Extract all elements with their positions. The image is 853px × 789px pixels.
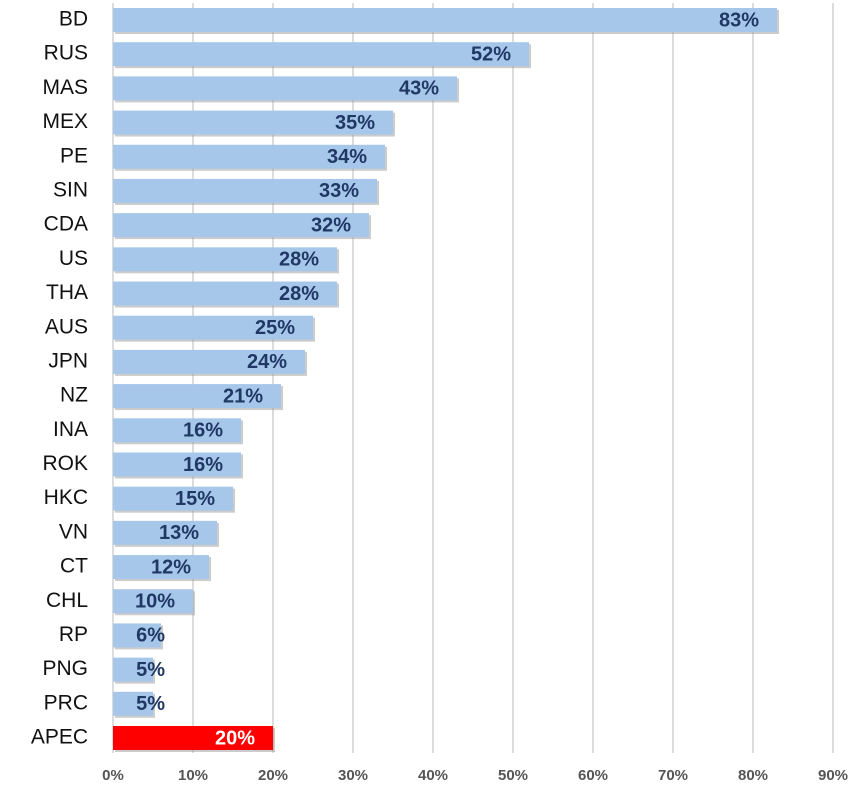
x-tick-label: 10%: [178, 767, 208, 784]
value-label: 5%: [136, 693, 165, 715]
x-tick-label: 20%: [258, 767, 288, 784]
category-label: SIN: [53, 178, 88, 201]
bar: [113, 110, 393, 135]
value-label: 28%: [279, 283, 319, 305]
category-label: BD: [59, 8, 88, 31]
value-label: 35%: [335, 112, 375, 134]
category-label: MEX: [42, 110, 88, 133]
category-label: APEC: [31, 726, 88, 749]
category-label: HKC: [44, 486, 88, 509]
category-label: THA: [46, 281, 88, 304]
bar: [113, 691, 153, 716]
value-label: 10%: [135, 591, 175, 613]
category-label: US: [59, 247, 88, 270]
category-label: MAS: [42, 76, 88, 99]
value-label: 16%: [183, 454, 223, 476]
x-tick-label: 30%: [338, 767, 368, 784]
value-label: 12%: [151, 556, 191, 578]
value-label: 52%: [471, 43, 511, 65]
bar: [113, 657, 153, 682]
bar: [113, 349, 305, 374]
bar: [113, 520, 217, 545]
category-label: RUS: [44, 42, 88, 65]
bar: [113, 418, 241, 443]
bar: [113, 8, 777, 32]
category-label: CT: [60, 555, 88, 578]
value-label: 20%: [215, 727, 255, 749]
category-label: PE: [60, 144, 88, 167]
bar: [113, 589, 193, 614]
category-label: INA: [53, 418, 88, 441]
value-label: 24%: [247, 351, 287, 373]
bar: [113, 452, 241, 477]
value-label: 6%: [136, 625, 165, 647]
bar: [113, 247, 337, 272]
category-label: AUS: [45, 315, 88, 338]
category-label: PRC: [44, 691, 88, 714]
x-tick-label: 80%: [738, 767, 768, 784]
bar: [113, 144, 385, 169]
category-label: ROK: [42, 452, 88, 475]
category-label: JPN: [48, 349, 88, 372]
value-label: 21%: [223, 385, 263, 407]
value-label: 43%: [399, 78, 439, 100]
value-label: 15%: [175, 488, 215, 510]
x-tick-label: 0%: [102, 767, 124, 784]
bar: [113, 315, 313, 340]
x-tick-label: 40%: [418, 767, 448, 784]
value-label: 33%: [319, 180, 359, 202]
category-label: NZ: [60, 384, 88, 407]
bar: [113, 726, 273, 750]
value-label: 83%: [719, 9, 759, 31]
bar: [113, 486, 233, 511]
value-label: 32%: [311, 214, 351, 236]
category-label: VN: [59, 520, 88, 543]
bar: [113, 384, 281, 409]
bar: [113, 213, 369, 238]
category-label: RP: [59, 623, 88, 646]
value-label: 5%: [136, 659, 165, 681]
value-label: 28%: [279, 249, 319, 271]
x-tick-label: 60%: [578, 767, 608, 784]
value-label: 13%: [159, 522, 199, 544]
bar: [113, 281, 337, 306]
category-label: CHL: [46, 589, 88, 612]
value-label: 16%: [183, 420, 223, 442]
category-label: CDA: [44, 213, 88, 236]
x-tick-label: 70%: [658, 767, 688, 784]
bar: [113, 76, 457, 101]
bar: [113, 555, 209, 580]
value-label: 25%: [255, 317, 295, 339]
bar: [113, 623, 161, 648]
x-tick-label: 50%: [498, 767, 528, 784]
category-label: PNG: [42, 657, 88, 680]
bar: [113, 178, 377, 203]
bar: [113, 42, 529, 67]
value-label: 34%: [327, 146, 367, 168]
x-tick-label: 90%: [818, 767, 848, 784]
